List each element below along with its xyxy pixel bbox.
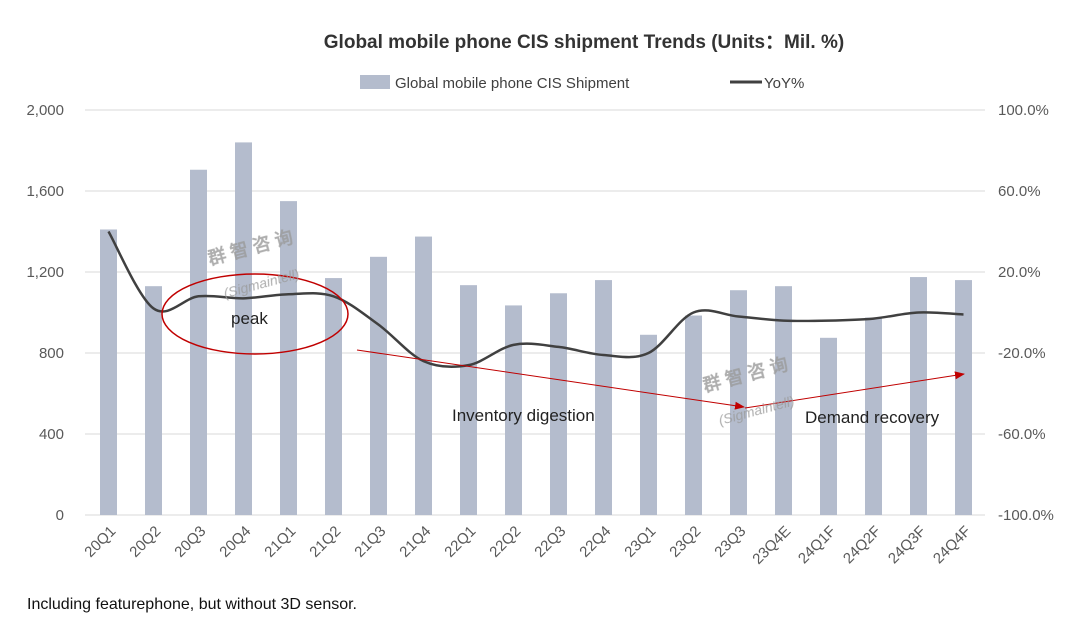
bar-20Q1 [100,229,117,515]
peak-label: peak [231,309,268,328]
bar-22Q1 [460,285,477,515]
inventory-arrow [356,349,745,410]
x-axis: 20Q1 20Q2 20Q3 20Q4 21Q1 21Q2 21Q3 21Q4 22Q1 22Q2… [81,523,974,568]
annotations: peak Inventory digestion Demand recovery [161,273,965,427]
recovery-arrow [744,371,965,409]
gridlines [85,109,985,516]
left-tick-label: 400 [39,426,64,443]
chart-title: Global mobile phone CIS shipment Trends … [324,32,844,53]
bar-23Q1 [640,334,657,515]
bar-23Q2 [685,315,702,515]
x-tick-label: 23Q4E [749,523,794,568]
left-tick-label: 2,000 [26,102,64,119]
footnote: Including featurephone, but without 3D s… [27,596,357,613]
right-tick-label: 60.0% [998,183,1041,200]
right-tick-label: -100.0% [998,507,1054,524]
x-tick-label: 24Q4F [930,523,974,567]
left-tick-label: 1,600 [26,183,64,200]
x-tick-label: 23Q2 [666,523,704,561]
bar-21Q3 [370,256,387,515]
legend-bar-swatch [360,75,390,89]
bar-24Q3F [910,277,927,515]
bar-20Q2 [145,286,162,515]
x-tick-label: 22Q4 [576,523,614,561]
bar-20Q3 [190,169,207,516]
x-tick-label: 22Q1 [441,523,479,561]
x-tick-label: 21Q1 [261,523,299,561]
bar-24Q4F [955,280,972,515]
x-tick-label: 20Q1 [81,523,119,561]
x-tick-label: 24Q2F [840,523,884,567]
bar-21Q2 [325,278,342,515]
legend-bar-label: Global mobile phone CIS Shipment [395,75,630,92]
x-tick-label: 21Q3 [351,523,389,561]
line-series [107,230,964,369]
bar-22Q3 [550,293,567,515]
right-axis: -100.0% -60.0% -20.0% 20.0% 60.0% 100.0% [998,102,1054,524]
left-axis: 0 400 800 1,200 1,600 2,000 [26,102,64,524]
x-tick-label: 22Q2 [486,523,524,561]
x-tick-label: 22Q3 [531,523,569,561]
bar-23Q4E [775,286,792,515]
bar-series [100,142,972,516]
bar-21Q1 [280,201,297,515]
legend: Global mobile phone CIS Shipment YoY% [360,75,804,92]
bar-21Q4 [415,236,432,515]
right-tick-label: -60.0% [998,426,1046,443]
yoy-line [107,230,964,369]
right-tick-label: 20.0% [998,264,1041,281]
peak-ellipse [161,273,349,355]
bar-22Q2 [505,305,522,515]
legend-line-label: YoY% [764,75,804,92]
x-tick-label: 24Q1F [795,523,839,567]
inventory-label: Inventory digestion [452,406,595,425]
bar-24Q2F [865,317,882,515]
x-tick-label: 20Q2 [126,523,164,561]
right-tick-label: 100.0% [998,102,1049,119]
x-tick-label: 20Q3 [171,523,209,561]
left-tick-label: 0 [56,507,64,524]
bar-23Q3 [730,290,747,515]
bar-24Q1F [820,337,837,515]
recovery-label: Demand recovery [805,408,940,427]
x-tick-label: 24Q3F [885,523,929,567]
x-tick-label: 23Q3 [711,523,749,561]
x-tick-label: 20Q4 [216,523,254,561]
bar-22Q4 [595,280,612,515]
x-tick-label: 23Q1 [621,523,659,561]
left-tick-label: 1,200 [26,264,64,281]
x-tick-label: 21Q2 [306,523,344,561]
right-tick-label: -20.0% [998,345,1046,362]
bar-20Q4 [235,142,252,515]
left-tick-label: 800 [39,345,64,362]
x-tick-label: 21Q4 [396,523,434,561]
